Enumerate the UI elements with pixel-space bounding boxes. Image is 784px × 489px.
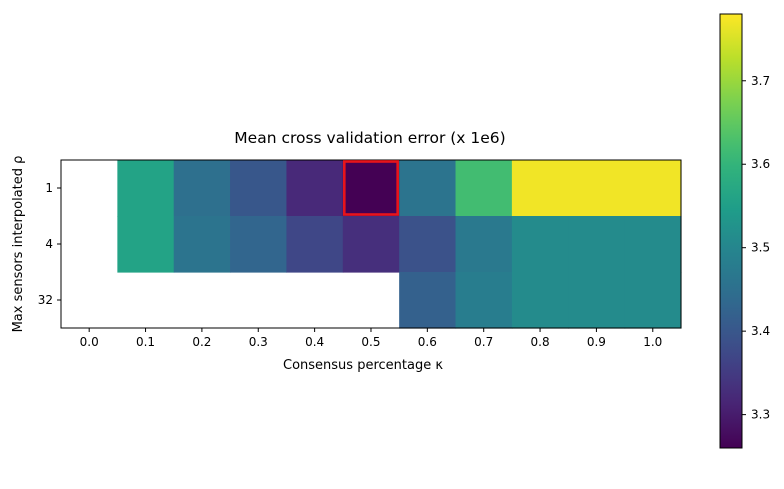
y-tick-label: 32 [38, 293, 53, 307]
colorbar-tick-label: 3.3 [751, 408, 770, 422]
colorbar-tick-label: 3.5 [751, 241, 770, 255]
heatmap-cells [117, 160, 682, 329]
heatmap-cell [286, 216, 344, 273]
heatmap-cell [624, 216, 682, 273]
heatmap-cell [399, 272, 457, 329]
heatmap-cell [342, 160, 400, 217]
heatmap-cell [117, 216, 175, 273]
heatmap-cell [117, 160, 175, 217]
x-tick-label: 1.0 [643, 335, 662, 349]
x-axis-label: Consensus percentage κ [283, 358, 443, 373]
heatmap-cell [511, 272, 569, 329]
heatmap-cell [511, 160, 569, 217]
colorbar-tick-label: 3.7 [751, 74, 770, 88]
heatmap-cell [399, 216, 457, 273]
heatmap-cell [286, 160, 344, 217]
colorbar [719, 13, 743, 449]
heatmap-cell [568, 216, 626, 273]
y-axis-ticks: 1 4 32 [38, 181, 61, 307]
chart-title: Mean cross validation error (x 1e6) [234, 129, 505, 147]
x-tick-label: 0.3 [249, 335, 268, 349]
x-tick-label: 0.0 [80, 335, 99, 349]
y-tick-label: 4 [45, 237, 53, 251]
x-tick-label: 0.5 [361, 335, 380, 349]
colorbar-ticks: 3.3 3.4 3.5 3.6 3.7 [742, 74, 770, 422]
y-tick-label: 1 [45, 181, 53, 195]
heatmap-cell [173, 216, 231, 273]
colorbar-tick-label: 3.4 [751, 324, 770, 338]
heatmap-cell [624, 272, 682, 329]
x-tick-label: 0.1 [136, 335, 155, 349]
heatmap-cell [455, 216, 513, 273]
heatmap-cell [173, 160, 231, 217]
x-axis-ticks: 0.0 0.1 0.2 0.3 0.4 0.5 0.6 0.7 0.8 0.9 1.0 [80, 328, 662, 349]
heatmap-cell [342, 216, 400, 273]
x-tick-label: 0.6 [418, 335, 437, 349]
heatmap-cell [568, 272, 626, 329]
y-axis-label: Max sensors interpolated ρ [11, 156, 26, 333]
highlight-box [342, 160, 399, 216]
heatmap-cell [511, 216, 569, 273]
x-tick-label: 0.9 [587, 335, 606, 349]
heatmap-cell [455, 272, 513, 329]
heatmap-cell [230, 160, 288, 217]
highlight-rect [342, 160, 399, 216]
x-tick-label: 0.4 [305, 335, 324, 349]
heatmap-cell [399, 160, 457, 217]
heatmap-cell [624, 160, 682, 217]
x-tick-label: 0.2 [192, 335, 211, 349]
heatmap-cell [568, 160, 626, 217]
heatmap-cell [230, 216, 288, 273]
x-tick-label: 0.8 [531, 335, 550, 349]
x-tick-label: 0.7 [474, 335, 493, 349]
colorbar-tick-label: 3.6 [751, 157, 770, 171]
heatmap-cell [455, 160, 513, 217]
